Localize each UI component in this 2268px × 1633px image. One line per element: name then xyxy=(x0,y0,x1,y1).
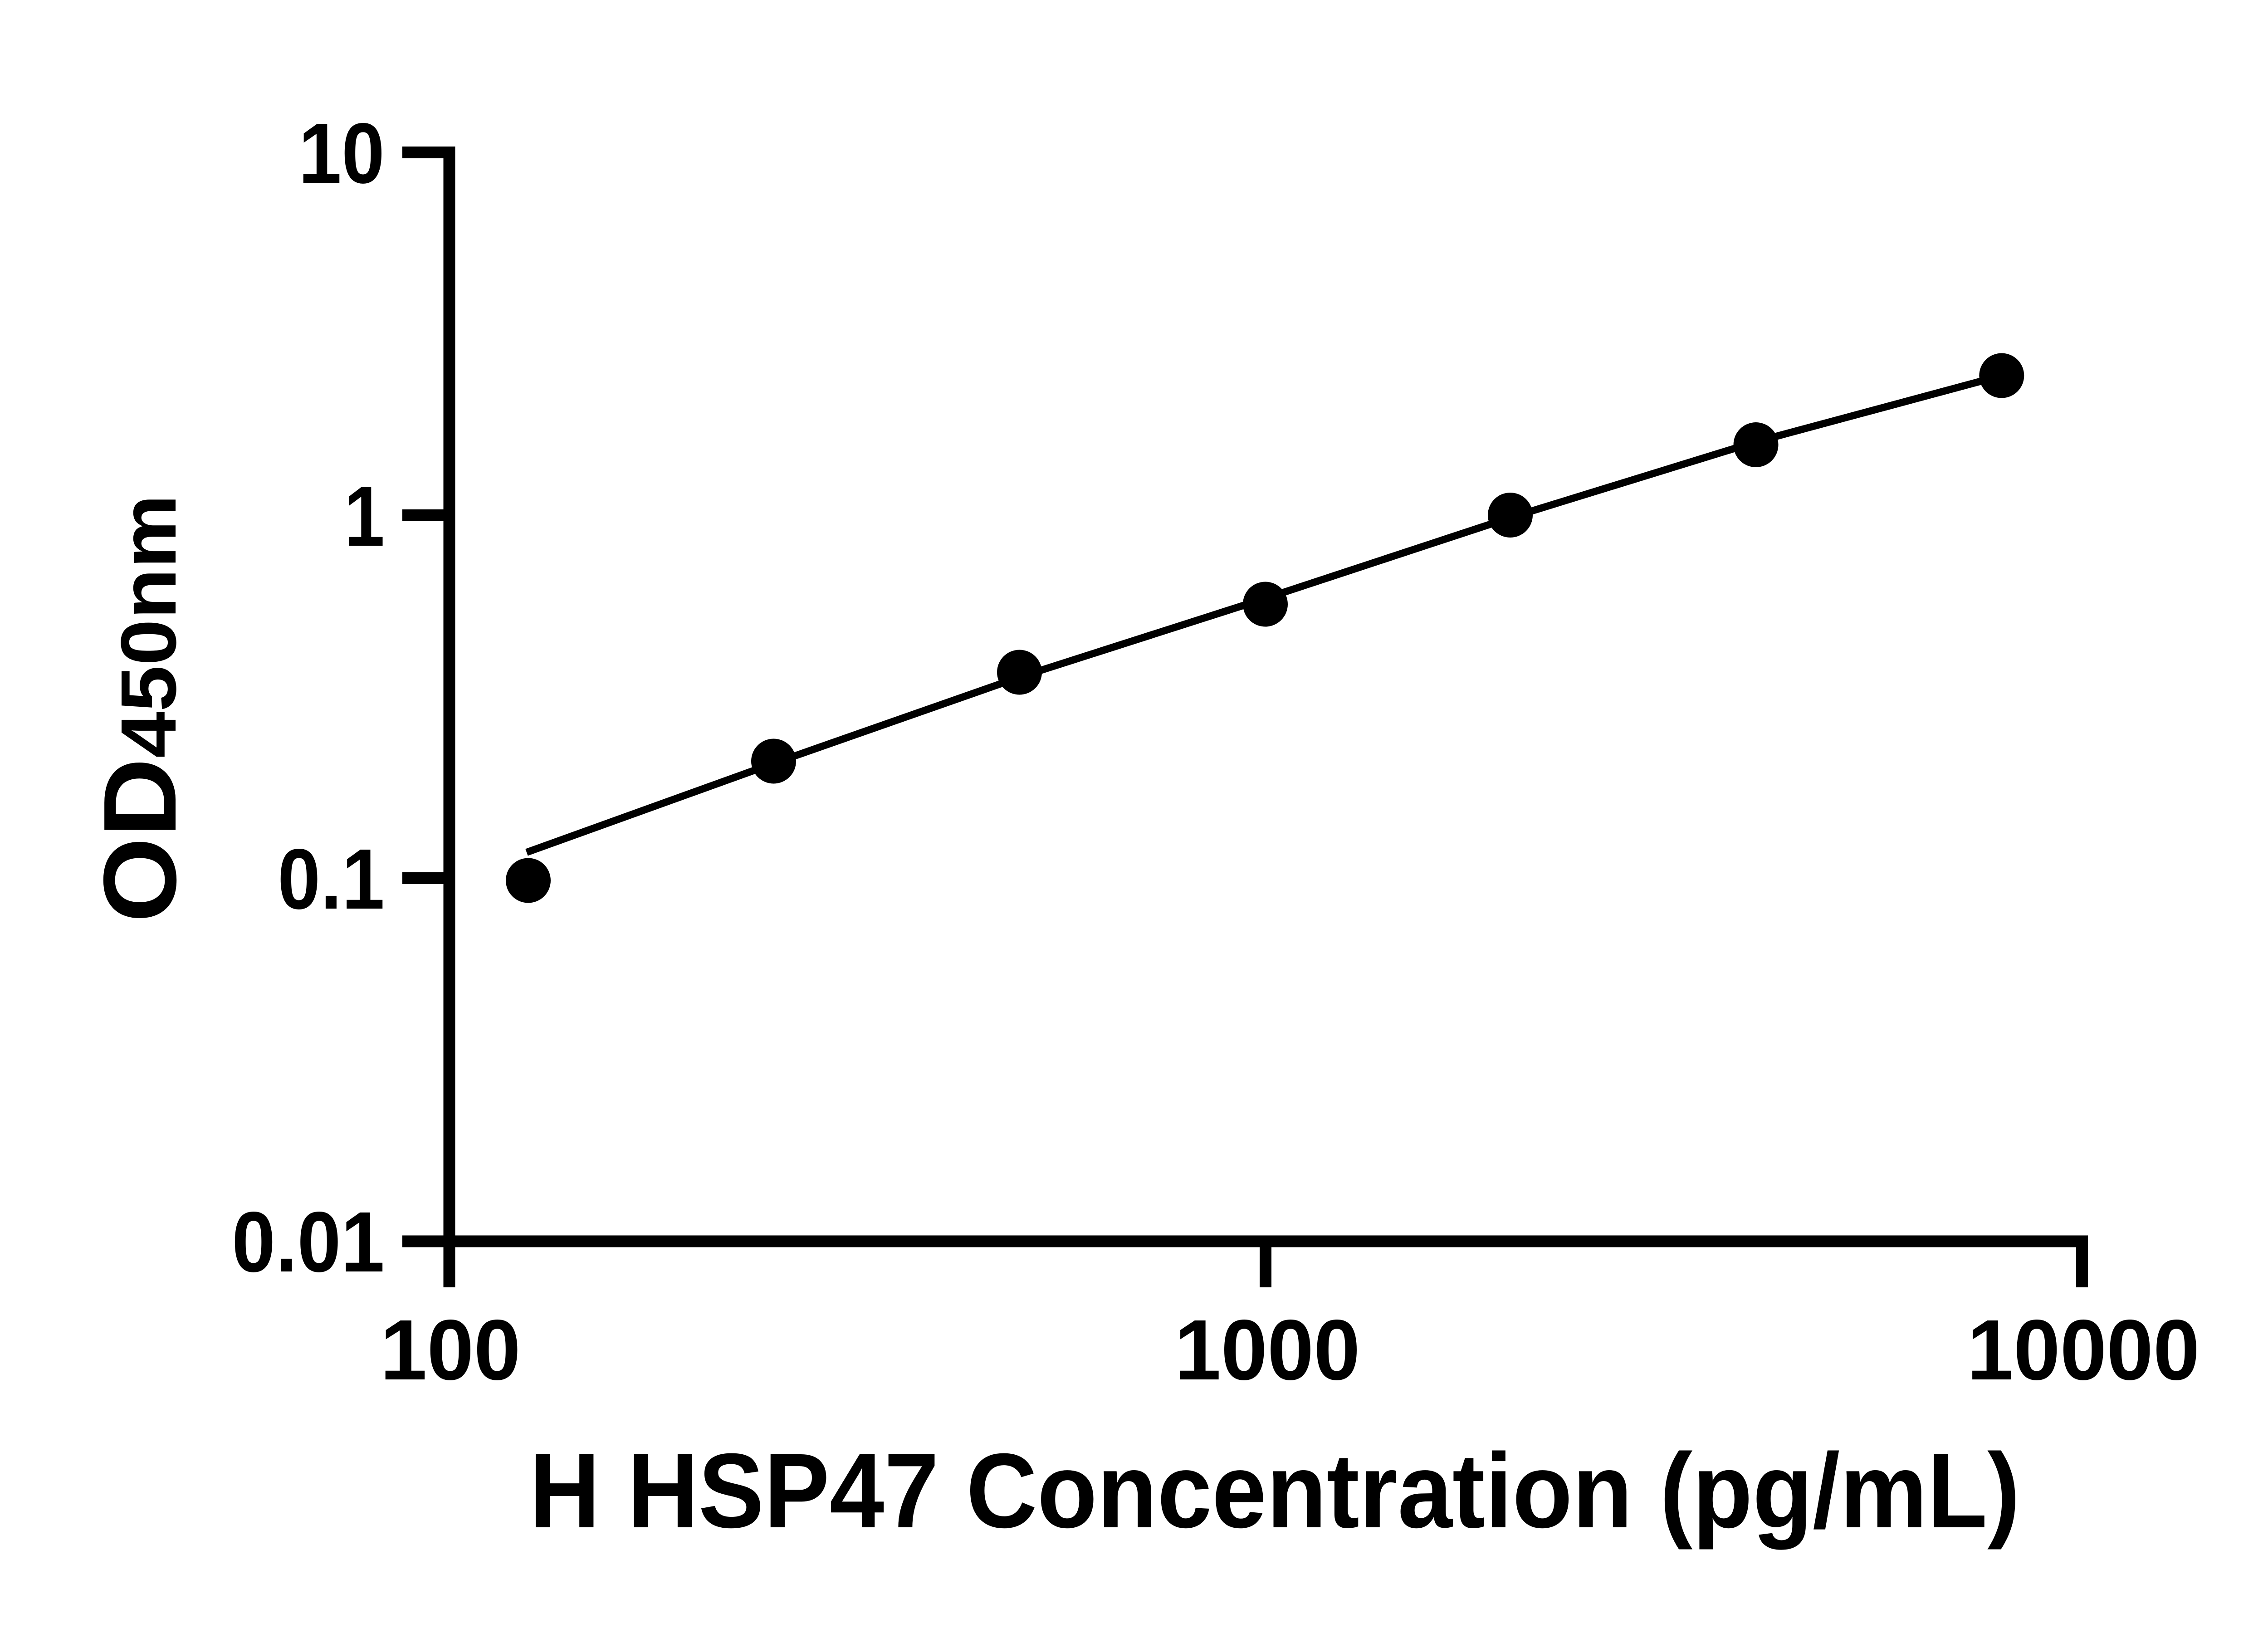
svg-text:100: 100 xyxy=(380,1302,521,1398)
svg-text:10000: 10000 xyxy=(1967,1302,2200,1398)
svg-text:1000: 1000 xyxy=(1175,1302,1360,1398)
svg-text:10: 10 xyxy=(298,106,385,201)
svg-text:0.1: 0.1 xyxy=(278,831,385,927)
svg-text:OD: OD xyxy=(83,758,198,923)
svg-text:1: 1 xyxy=(344,469,385,564)
svg-text:450nm: 450nm xyxy=(104,494,192,758)
svg-text:H HSP47 Concentration (pg/mL): H HSP47 Concentration (pg/mL) xyxy=(529,1431,2020,1550)
svg-text:0.01: 0.01 xyxy=(232,1194,385,1290)
